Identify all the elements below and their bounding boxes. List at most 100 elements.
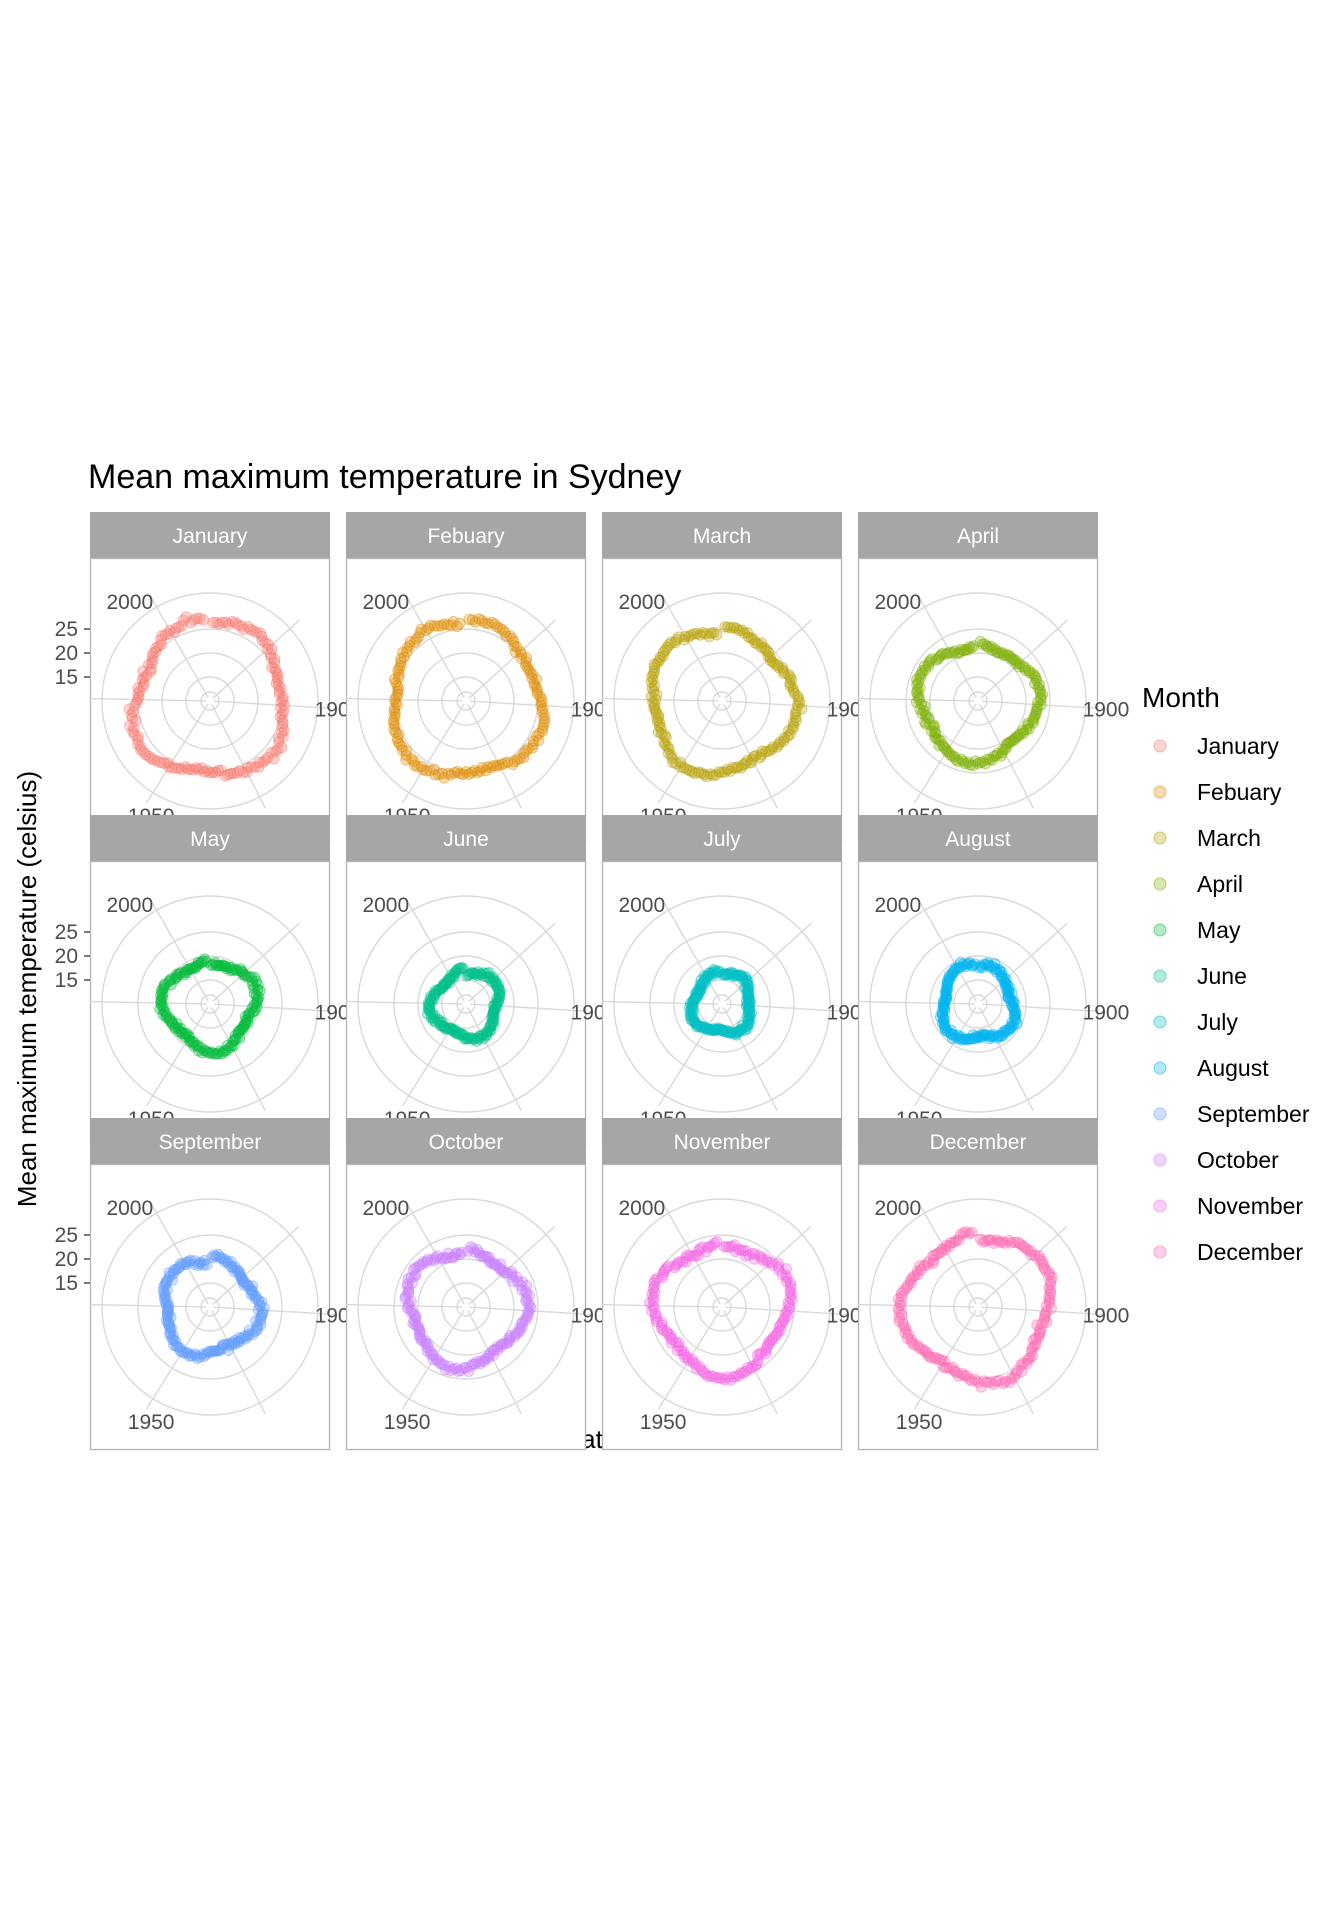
data-point bbox=[531, 730, 543, 742]
data-point bbox=[428, 992, 440, 1004]
data-point bbox=[428, 620, 441, 632]
data-point bbox=[276, 720, 288, 733]
angular-gridline bbox=[661, 595, 721, 699]
data-point bbox=[494, 622, 506, 635]
data-point bbox=[278, 699, 291, 712]
data-point bbox=[999, 743, 1012, 755]
data-point bbox=[207, 766, 219, 778]
data-point bbox=[723, 968, 735, 980]
data-point bbox=[460, 1032, 472, 1045]
data-point bbox=[645, 676, 658, 688]
data-point bbox=[422, 997, 435, 1009]
angular-gridline bbox=[601, 697, 719, 702]
data-point bbox=[511, 754, 523, 766]
data-point bbox=[207, 958, 219, 971]
data-point bbox=[270, 677, 283, 690]
data-point bbox=[721, 763, 734, 776]
data-point bbox=[707, 769, 719, 782]
data-point bbox=[253, 761, 265, 773]
data-point bbox=[929, 731, 941, 743]
data-point bbox=[429, 1016, 442, 1028]
data-point bbox=[647, 674, 659, 686]
data-point bbox=[722, 967, 734, 980]
data-point bbox=[467, 968, 479, 980]
data-point bbox=[278, 724, 290, 737]
data-point bbox=[227, 1035, 239, 1047]
data-point bbox=[231, 964, 243, 977]
data-point bbox=[256, 630, 268, 643]
data-point bbox=[216, 1047, 228, 1060]
data-point bbox=[767, 656, 779, 668]
data-point bbox=[470, 1035, 483, 1047]
data-point bbox=[192, 1045, 205, 1057]
data-point bbox=[778, 667, 790, 680]
outer-gridline bbox=[869, 592, 1087, 810]
data-point bbox=[422, 1002, 434, 1014]
radial-gridline bbox=[393, 931, 539, 1077]
data-point bbox=[160, 1011, 173, 1024]
data-point bbox=[1030, 705, 1042, 718]
data-point bbox=[155, 639, 167, 651]
data-point bbox=[124, 720, 136, 732]
facet-strip-label: Febuary bbox=[427, 525, 505, 548]
data-point bbox=[686, 766, 698, 778]
data-point bbox=[391, 732, 404, 744]
data-point bbox=[487, 973, 499, 986]
data-point bbox=[442, 1022, 454, 1034]
data-point bbox=[665, 636, 677, 649]
data-point bbox=[138, 672, 150, 684]
facet-strip bbox=[346, 512, 586, 558]
data-point bbox=[232, 619, 245, 631]
data-point bbox=[127, 725, 139, 738]
data-point bbox=[240, 970, 252, 983]
data-point bbox=[509, 646, 522, 659]
data-point bbox=[725, 622, 737, 634]
data-point bbox=[472, 966, 484, 978]
data-point bbox=[173, 1026, 186, 1038]
data-point bbox=[941, 745, 953, 757]
data-point bbox=[245, 761, 257, 773]
data-point bbox=[717, 968, 729, 981]
data-point bbox=[974, 635, 987, 648]
legend-item-october: October bbox=[1153, 1147, 1279, 1173]
data-point bbox=[743, 993, 756, 1005]
data-point bbox=[163, 976, 175, 988]
data-point bbox=[390, 696, 402, 709]
data-point bbox=[237, 968, 249, 980]
data-point bbox=[409, 636, 421, 648]
data-point bbox=[248, 999, 260, 1011]
data-point bbox=[745, 632, 758, 644]
data-point bbox=[241, 1016, 254, 1029]
data-point bbox=[733, 624, 745, 637]
data-point bbox=[247, 1006, 260, 1018]
data-point bbox=[918, 660, 931, 672]
data-point bbox=[924, 719, 936, 731]
data-point bbox=[480, 1030, 492, 1042]
data-point bbox=[488, 1004, 500, 1016]
data-point bbox=[741, 1019, 754, 1032]
legend-item-june: June bbox=[1153, 963, 1247, 989]
data-point bbox=[215, 764, 227, 777]
data-point bbox=[248, 625, 260, 637]
data-point bbox=[916, 667, 928, 680]
data-point bbox=[423, 1003, 436, 1015]
data-point bbox=[266, 661, 278, 674]
data-point bbox=[1034, 686, 1046, 698]
data-point bbox=[536, 693, 548, 706]
data-point bbox=[173, 968, 186, 980]
data-point bbox=[648, 685, 660, 698]
data-point bbox=[491, 995, 504, 1007]
data-point bbox=[730, 1029, 743, 1041]
data-point bbox=[653, 717, 666, 729]
data-point bbox=[534, 690, 546, 703]
data-point bbox=[727, 761, 739, 774]
data-point bbox=[429, 988, 441, 1001]
data-point bbox=[198, 953, 211, 965]
data-point bbox=[962, 756, 974, 768]
data-point bbox=[158, 980, 170, 992]
data-point bbox=[467, 1033, 479, 1046]
data-point bbox=[166, 1015, 178, 1027]
data-point bbox=[426, 1008, 438, 1021]
angular-gridline bbox=[913, 703, 977, 804]
data-point bbox=[646, 682, 658, 695]
